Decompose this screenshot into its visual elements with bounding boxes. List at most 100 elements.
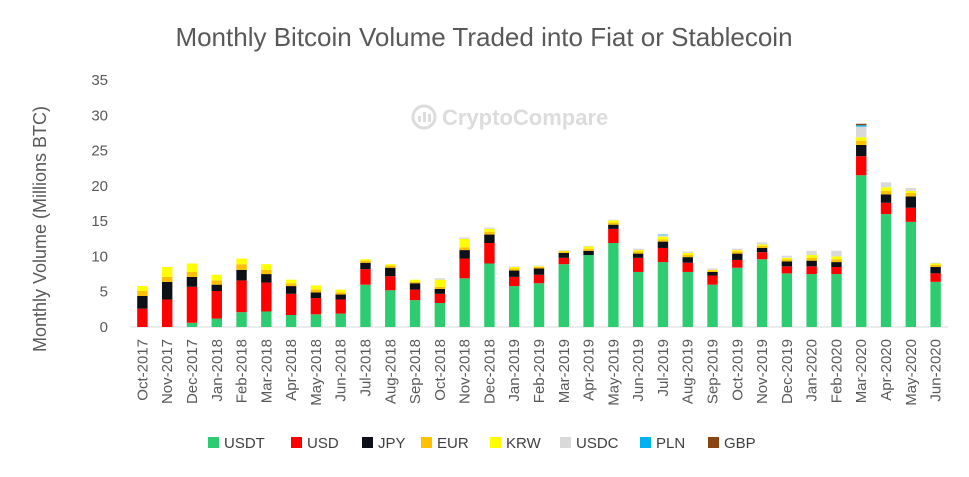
bar-segment-usdt (310, 314, 322, 327)
watermark-text: CryptoCompare (442, 105, 608, 130)
bar-segment-krw (657, 236, 669, 240)
bar-segment-eur (905, 192, 917, 197)
bar-segment-eur (533, 267, 545, 269)
bar-segment-usdt (385, 290, 396, 327)
bar-segment-jpy (459, 250, 470, 259)
bar-segment-usd (682, 262, 693, 272)
bar-segment-jpy (484, 234, 495, 244)
bar-segment-usdc (732, 248, 743, 251)
bar-segment-usdt (583, 255, 594, 327)
bar-segment-jpy (211, 284, 222, 292)
bar-segment-eur (732, 251, 743, 254)
bar-segment-usd (533, 274, 545, 284)
bar-segment-usdc (905, 187, 917, 191)
legend: USDT USD JPY EUR KRW USDC PLN GBP (208, 435, 756, 452)
x-tick-label: Jun-2019 (630, 339, 647, 402)
bar-segment-krw (161, 267, 173, 277)
x-tick-label: Jan-2018 (209, 339, 226, 402)
bar-segment-eur (310, 289, 322, 293)
bar-segment-krw (930, 263, 941, 265)
bar-segment-krw (831, 256, 842, 260)
bar-segment-krw (385, 264, 396, 266)
legend-item-pln: PLN (640, 435, 685, 452)
bar-segment-usdt (285, 315, 297, 327)
legend-item-eur: EUR (421, 435, 469, 452)
bar-segment-eur (583, 248, 594, 251)
bar-segment-jpy (236, 269, 247, 281)
bar-segment-jpy (385, 267, 396, 277)
x-tick-label: May-2018 (308, 339, 325, 406)
legend-label: USD (307, 435, 339, 452)
bar-segment-krw (583, 246, 594, 249)
bar-segment-jpy (756, 247, 768, 253)
bar-segment-usdt (880, 214, 892, 327)
bar-segment-usdt (657, 262, 669, 327)
bar-segment-usd (459, 258, 470, 279)
legend-item-jpy: JPY (362, 435, 406, 452)
bar-segment-usd (360, 269, 371, 285)
bar-segment-krw (732, 250, 743, 252)
bar-segment-usd (137, 308, 148, 327)
bar-segment-eur (261, 269, 272, 275)
bar-segment-jpy (905, 196, 917, 208)
bar-segment-pln (657, 234, 669, 236)
bar-segment-eur (409, 281, 421, 284)
bar-segment-krw (236, 258, 247, 265)
bar-segment-usdt (186, 322, 198, 327)
bar-segment-eur (459, 247, 470, 251)
legend-item-krw: KRW (490, 435, 542, 452)
bar-segment-usd (335, 299, 346, 314)
x-tick-label: Apr-2019 (581, 339, 598, 401)
bar-segment-eur (484, 231, 495, 235)
bar-segment-usdc (880, 182, 892, 188)
x-tick-label: Jun-2020 (928, 339, 945, 402)
bar-segment-eur (335, 292, 346, 295)
bar-segment-jpy (335, 294, 346, 300)
bar-segment-usdc (608, 219, 619, 221)
bar-segment-usdc (558, 250, 569, 251)
bar-segment-usd (310, 298, 322, 315)
bar-segment-eur (385, 265, 396, 268)
bar-segment-usd (806, 266, 817, 275)
bar-segment-usd (657, 247, 669, 263)
legend-item-usdc: USDC (560, 435, 619, 452)
x-tick-label: Nov-2018 (457, 339, 474, 404)
bar-segment-krw (608, 220, 619, 223)
legend-label: PLN (656, 435, 685, 452)
bar-segment-krw (360, 259, 371, 261)
bar-segment-usd (781, 266, 793, 274)
legend-item-gbp: GBP (708, 435, 756, 452)
bar-segment-eur (707, 270, 718, 272)
bar-segment-usdc (707, 268, 718, 270)
watermark: CryptoCompare (411, 104, 608, 130)
bar-segment-usdt (781, 273, 793, 327)
bar-segment-usdt (211, 318, 222, 327)
x-tick-label: Jul-2019 (655, 339, 672, 397)
bar-segment-jpy (930, 267, 941, 274)
bar-segment-usd (186, 286, 198, 323)
bar-segment-usdt (484, 263, 495, 327)
bar-segment-krw (484, 228, 495, 232)
bar-segment-eur (806, 257, 817, 261)
x-tick-label: Mar-2020 (853, 339, 870, 403)
bar-segment-usdc (756, 242, 768, 245)
bar-segment-jpy (856, 144, 867, 157)
bar-segment-krw (781, 257, 793, 260)
bar-segment-usd (211, 291, 222, 319)
bar-segment-usdt (930, 281, 941, 327)
bar-segment-usdt (707, 284, 718, 327)
y-axis-label: Monthly Volume (Millions BTC) (30, 106, 50, 352)
bar-segment-krw (756, 244, 768, 246)
bar-segment-eur (236, 264, 247, 270)
legend-swatch (421, 437, 432, 448)
bar-segment-jpy (186, 276, 198, 287)
x-tick-label: Feb-2019 (531, 339, 548, 403)
bar-segment-jpy (533, 268, 545, 275)
bar-segment-usdt (632, 271, 644, 327)
bar-segment-jpy (409, 283, 421, 290)
bar-segment-usd (236, 280, 247, 313)
bar-segment-usdt (732, 267, 743, 327)
bar-segment-usdt (409, 300, 421, 327)
bar-segment-usdc (930, 262, 941, 264)
bar-segment-jpy (558, 252, 569, 258)
